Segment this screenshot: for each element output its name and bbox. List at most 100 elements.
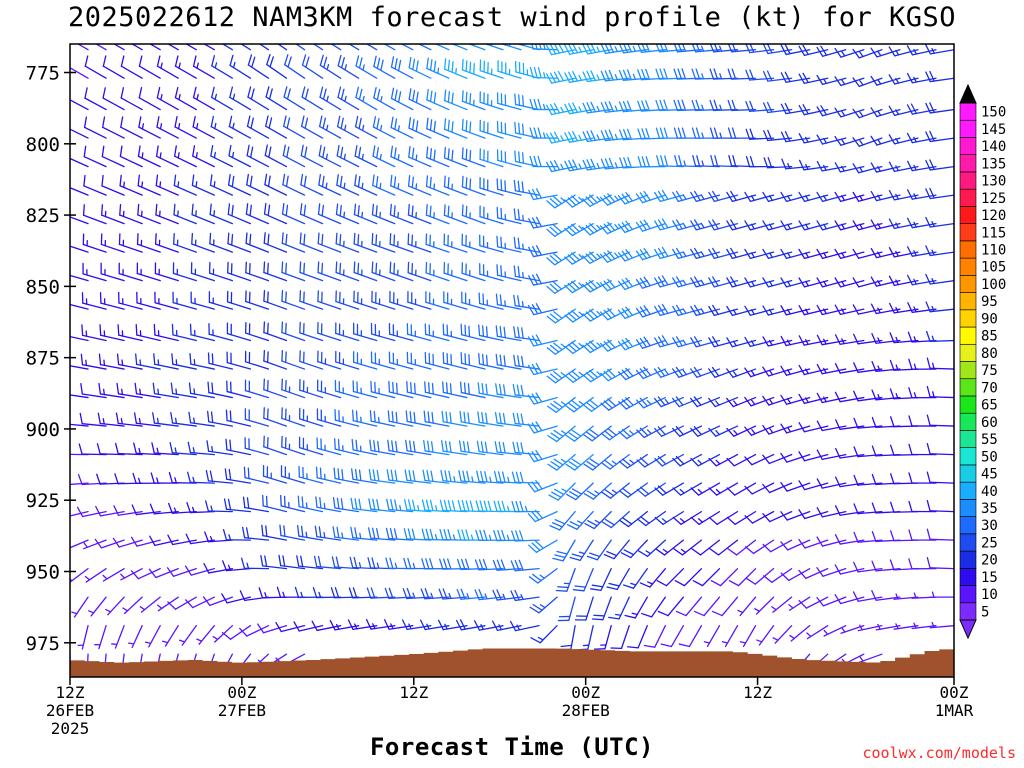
wind-barb xyxy=(675,596,703,617)
colorbar-label: 115 xyxy=(981,225,1006,241)
x-tick-label: 28FEB xyxy=(562,701,610,720)
wind-barb xyxy=(426,117,450,139)
wind-barb xyxy=(907,189,937,200)
wind-barb xyxy=(853,333,883,345)
wind-barb xyxy=(653,396,685,408)
wind-barb xyxy=(582,194,612,207)
wind-barb xyxy=(281,289,306,310)
wind-barb xyxy=(756,625,775,646)
wind-barb xyxy=(70,216,89,225)
wind-barb xyxy=(387,410,414,427)
wind-barb xyxy=(660,625,685,648)
wind-barb xyxy=(546,70,576,84)
wind-barb xyxy=(442,351,468,370)
wind-barb xyxy=(907,274,937,286)
wind-barb xyxy=(94,625,107,650)
wind-barb xyxy=(314,525,342,541)
wind-barb xyxy=(834,476,865,488)
wind-barb xyxy=(515,44,540,51)
wind-barb xyxy=(99,291,125,310)
wind-barb xyxy=(601,510,630,529)
colorbar-segment xyxy=(959,223,977,242)
wind-barb xyxy=(277,44,288,51)
wind-barb xyxy=(870,303,901,315)
wind-barb xyxy=(367,527,396,541)
wind-barb xyxy=(890,530,919,542)
wind-barb xyxy=(84,567,107,583)
wind-barb xyxy=(83,145,107,168)
wind-barb xyxy=(318,115,342,139)
wind-barb xyxy=(299,321,324,342)
wind-barb xyxy=(424,381,450,399)
wind-barb xyxy=(690,425,721,437)
wind-barb xyxy=(852,591,883,602)
wind-barb xyxy=(208,291,234,310)
colorbar-segment xyxy=(959,499,977,517)
wind-barb xyxy=(315,466,342,484)
wind-barb xyxy=(546,222,576,237)
wind-barb xyxy=(120,567,143,581)
wind-barb xyxy=(406,323,432,342)
credit-link[interactable]: coolwx.com/models xyxy=(862,744,1016,762)
wind-barb xyxy=(228,115,252,139)
wind-barb xyxy=(402,587,432,600)
wind-barb xyxy=(279,524,306,541)
wind-barb xyxy=(693,596,721,617)
wind-barb xyxy=(653,366,685,378)
wind-barb xyxy=(100,262,125,282)
colorbar-segment xyxy=(959,154,977,173)
wind-barb xyxy=(528,273,558,286)
wind-barb xyxy=(857,624,883,632)
wind-barb xyxy=(372,116,396,139)
wind-barb xyxy=(888,74,919,85)
wind-barb xyxy=(334,408,360,427)
wind-barb xyxy=(370,380,396,399)
colorbar-label: 55 xyxy=(981,432,998,448)
wind-barb xyxy=(727,127,757,139)
wind-barb xyxy=(908,558,937,570)
wind-barb xyxy=(120,116,143,139)
wind-barb xyxy=(317,379,342,399)
wind-barb xyxy=(546,160,576,173)
wind-barb xyxy=(102,87,125,111)
wind-barb xyxy=(442,381,468,399)
wind-barb xyxy=(926,528,954,541)
wind-barb xyxy=(726,425,757,437)
wind-barb xyxy=(263,407,288,427)
wind-barb xyxy=(281,232,306,253)
wind-barb xyxy=(780,510,811,521)
wind-barb xyxy=(167,44,179,51)
wind-barb xyxy=(120,55,143,79)
wind-barb xyxy=(333,467,360,484)
x-tick-label: 12Z xyxy=(743,683,772,702)
wind-barb xyxy=(170,382,197,399)
wind-barb xyxy=(654,303,685,317)
wind-barb xyxy=(96,443,125,456)
wind-barb xyxy=(496,178,522,196)
wind-barb xyxy=(834,47,865,58)
wind-barb xyxy=(265,115,288,139)
wind-barb xyxy=(656,567,685,587)
wind-barb xyxy=(890,473,919,485)
wind-barb xyxy=(225,438,252,456)
wind-barb xyxy=(258,587,288,599)
wind-barb xyxy=(443,146,468,168)
wind-barb xyxy=(149,503,179,515)
colorbar-segment xyxy=(959,412,977,431)
wind-barb xyxy=(260,554,288,570)
wind-barb xyxy=(530,625,558,644)
wind-barb xyxy=(780,130,811,143)
wind-barb xyxy=(317,232,342,253)
colorbar-segment xyxy=(959,102,977,121)
x-tick-label: 27FEB xyxy=(218,701,266,720)
wind-barb xyxy=(926,443,954,456)
x-tick-label: 12Z xyxy=(56,683,85,702)
wind-barb xyxy=(834,135,865,146)
wind-barb xyxy=(479,119,504,139)
axes-layer: 77580082585087590092595097512Z26FEB20250… xyxy=(26,43,974,738)
wind-barb xyxy=(70,567,89,584)
wind-barb xyxy=(212,625,234,643)
wind-barb xyxy=(245,290,270,310)
wind-barb xyxy=(390,87,414,111)
